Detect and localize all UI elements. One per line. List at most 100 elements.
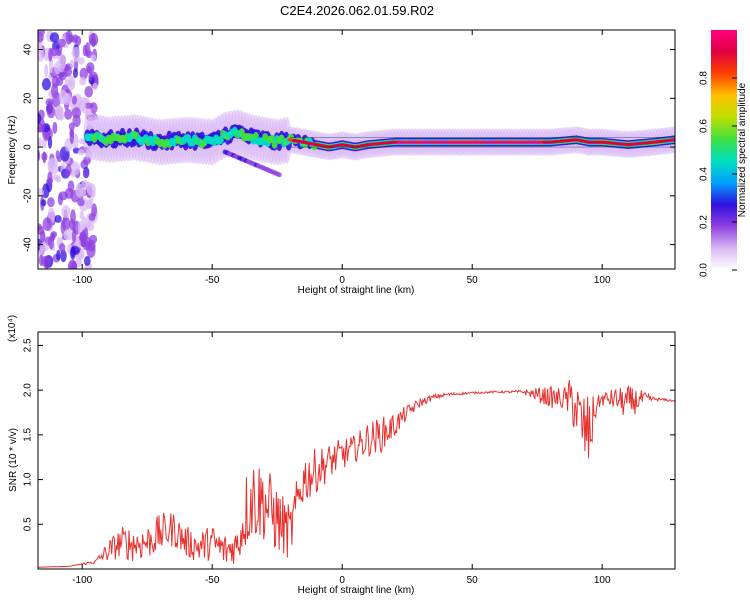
x-tick-label: -100 [72,575,92,586]
heatmap-cell [77,149,85,156]
heatmap-cell [42,217,52,231]
snr-panel: -100 -50 0 50 100 0.5 1.0 1.5 2.0 2.5 Height of … [7,315,676,596]
heatmap-cell [60,249,67,263]
heatmap-cell [79,76,87,86]
heatmap-cell [70,209,76,225]
heatmap-cell [68,79,75,88]
heatmap-cell [62,92,72,106]
heatmap-cell [90,54,97,62]
y-tick-label: 1.0 [23,472,34,486]
heatmap-cell [91,203,98,217]
heatmap-cell [87,220,95,232]
heatmap-cell [77,198,85,207]
heatmap-cell [54,214,62,223]
heatmap-cell [39,230,46,244]
heatmap-cell [57,38,66,48]
heatmap-cell [84,102,94,109]
spectrogram-y-label: Frequency (Hz) [7,116,18,185]
x-tick-label: -50 [205,275,220,286]
heatmap-cell [79,232,84,245]
snr-x-label: Height of straight line (km) [298,585,415,596]
heatmap-cell [50,231,58,238]
heatmap-cell [262,133,269,142]
heatmap-cell [41,138,47,149]
heatmap-cell [72,67,78,79]
heatmap-cell [79,187,86,198]
y-tick-label: 0 [23,144,34,150]
heatmap-cell [61,205,71,219]
x-tick-label: 100 [594,575,611,586]
heatmap-cell [71,260,77,269]
spectrogram-panel: -100 -50 0 50 100 -40 -20 0 20 40 Height of stra… [7,29,676,296]
y-tick-label: 20 [23,92,34,104]
heatmap-cell [38,149,41,162]
y-tick-label: 2.0 [23,383,34,397]
snr-scale-label: (x10⁴) [7,315,18,342]
heatmap-cell [81,179,89,189]
heatmap-cell [60,219,66,235]
x-tick-label: 50 [467,575,479,586]
heatmap-cell [38,32,44,43]
heatmap-cell [71,228,77,243]
heatmap-cell [79,67,88,80]
spectrogram-x-label: Height of straight line (km) [298,285,415,296]
heatmap-cell [70,246,76,260]
heatmap-cell [38,188,45,197]
heatmap-cell [71,107,82,119]
heatmap-cell [57,193,64,206]
colorbar-ticks: 0.0 0.2 0.4 0.6 0.8 [699,71,737,277]
colorbar-tick-label: 0.2 [699,215,710,229]
heatmap-cell [217,136,224,145]
heatmap-cell [45,98,54,107]
snr-series-line [38,380,675,568]
heatmap-cell [63,229,73,241]
spectrogram-heatmap [38,30,675,269]
heatmap-cell [58,242,66,253]
y-tick-label: 0.5 [23,517,34,531]
colorbar-label: Normalized spectral amplitude [737,82,748,217]
heatmap-cell [64,78,70,86]
heatmap-cell [72,114,81,128]
heatmap-cell [88,72,93,81]
y-tick-label: 2.5 [23,338,34,352]
heatmap-cell [56,155,62,163]
heatmap-cell [72,46,81,63]
heatmap-cell [77,220,83,235]
heatmap-cell [65,164,72,177]
heatmap-cell [57,54,67,65]
colorbar-gradient [711,30,737,270]
heatmap-cell [48,47,53,62]
heatmap-cell [276,172,282,178]
heatmap-cell [47,157,58,169]
heatmap-cell [40,199,47,207]
colorbar-tick-label: 0.0 [699,263,710,277]
snr-y-ticks: 0.5 1.0 1.5 2.0 2.5 [23,338,675,531]
x-tick-label: -100 [72,275,92,286]
heatmap-cell [52,121,58,134]
heatmap-cell [86,242,96,258]
heatmap-cell [89,38,97,46]
y-tick-label: -20 [23,188,34,203]
snr-plot-area [38,332,675,569]
heatmap-cell [69,128,75,145]
y-tick-label: -40 [23,237,34,252]
heatmap-cell [86,183,96,196]
y-tick-label: 1.5 [23,427,34,441]
heatmap-cell [38,223,42,231]
heatmap-cell [77,57,85,65]
heatmap-cell [53,61,62,75]
heatmap-cell [52,174,60,181]
heatmap-cell [86,65,92,74]
heatmap-cell [38,141,42,148]
colorbar-tick-label: 0.8 [699,71,710,85]
heatmap-cell [83,256,91,267]
heatmap-cell [92,82,98,91]
heatmap-cell [41,78,51,91]
heatmap-cell [72,34,79,44]
x-tick-label: -50 [205,575,220,586]
heatmap-cell [64,108,73,120]
heatmap-cell [83,171,89,178]
chart-title: C2E4.2026.062.01.59.R02 [280,3,434,18]
colorbar: 0.0 0.2 0.4 0.6 0.8 Normalized spectral ampl… [699,30,748,277]
heatmap-cell [63,66,73,77]
